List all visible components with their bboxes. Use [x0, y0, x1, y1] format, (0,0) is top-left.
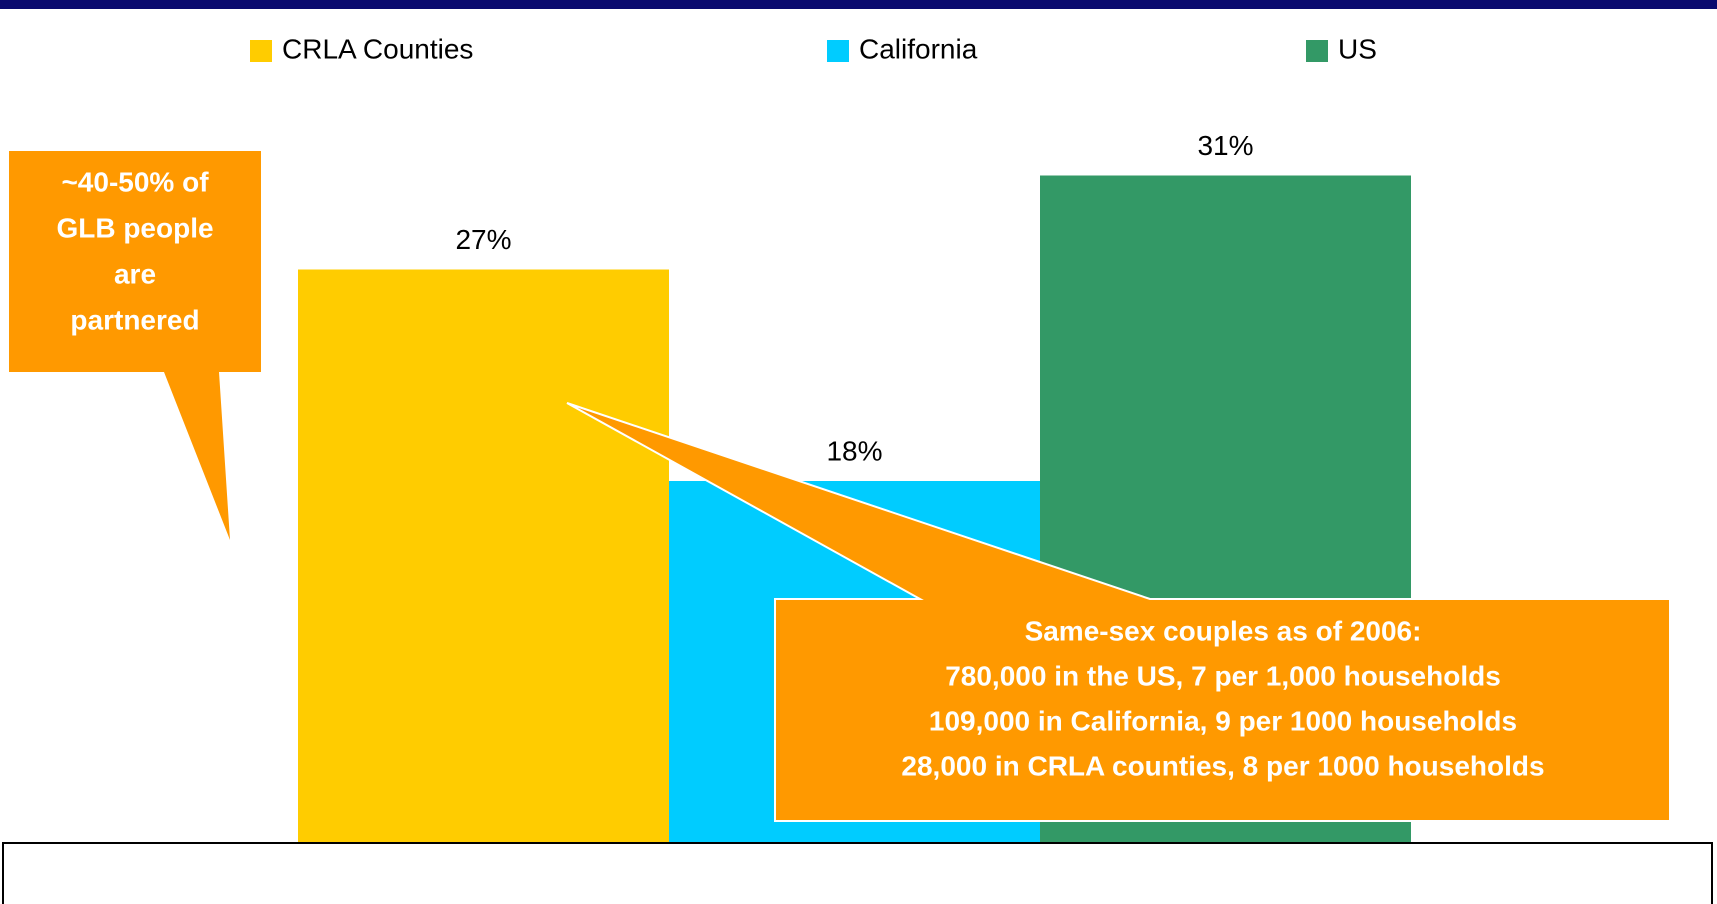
callout-text: 109,000 in California, 9 per 1000 househ…: [929, 705, 1517, 736]
legend-swatch: [1306, 40, 1328, 62]
callout-text: partnered: [70, 304, 199, 335]
footer-box: [2, 842, 1713, 904]
overlay: ~40-50% of GLB people are partnered Same-sex…: [2, 151, 1713, 904]
top-band: [0, 0, 1717, 9]
callout-left: [9, 151, 261, 540]
callout-text: 28,000 in CRLA counties, 8 per 1000 hous…: [901, 750, 1544, 781]
callout-text: are: [114, 258, 156, 289]
value-label: 27%: [455, 224, 511, 255]
legend-swatch: [250, 40, 272, 62]
bar: [298, 269, 669, 904]
callout-text: 780,000 in the US, 7 per 1,000 household…: [945, 660, 1501, 691]
value-label: 31%: [1197, 130, 1253, 161]
value-label: 18%: [826, 435, 882, 466]
callout-text: GLB people: [56, 212, 213, 243]
legend-text: CRLA Counties: [282, 33, 473, 64]
legend-swatch: [827, 40, 849, 62]
legend-text: US: [1338, 33, 1377, 64]
callout-right: [566, 402, 1671, 822]
callout-text: ~40-50% of: [61, 166, 209, 197]
callout-text: Same-sex couples as of 2006:: [1025, 615, 1422, 646]
legend-text: California: [859, 33, 978, 64]
